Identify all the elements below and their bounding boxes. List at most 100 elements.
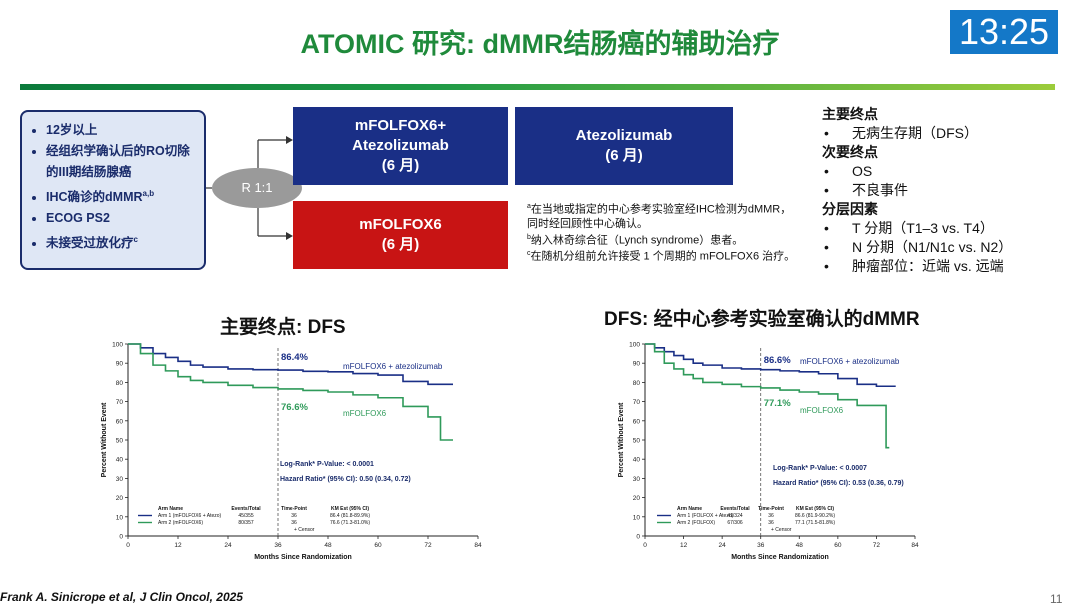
hazard-ratio: Hazard Ratio* (95% CI): 0.53 (0.36, 0.79…	[773, 480, 904, 487]
plot1-title: 主要终点: DFS	[220, 317, 346, 338]
inclusion-criteria-box: 12岁以上 经组织学确认后的RO切除的III期结肠腺癌 IHC确诊的dMMRa,…	[20, 110, 206, 270]
y-tick-label: 90	[633, 361, 641, 368]
arm2-line2: (6 月)	[381, 236, 420, 253]
series-label-arm2: mFOLFOX6	[800, 406, 844, 415]
footnote: b纳入林奇综合征（Lynch syndrome）患者。	[527, 233, 744, 247]
series-label-arm1: mFOLFOX6 + atezolizumab	[800, 357, 900, 366]
y-tick-label: 40	[116, 457, 124, 464]
table-cell: 36	[291, 520, 297, 526]
secondary-endpoint-heading: 次要终点	[822, 144, 878, 160]
plot2-title: DFS: 经中心参考实验室确认的dMMR	[604, 309, 920, 330]
km-curve-arm1	[645, 343, 896, 388]
y-tick-label: 10	[116, 514, 124, 521]
km-estimate-label-arm2: 76.6%	[281, 402, 308, 413]
table-header: Events/Total	[231, 506, 261, 512]
km-plot-dfs-central: 0 10 20 30 40 50 60 70 80 90 100 0 12 24 36 48 60 72 84 Mon…	[618, 342, 919, 562]
x-tick-label: 24	[224, 542, 232, 549]
x-axis-label: Months Since Randomization	[254, 554, 352, 561]
km-curve-arm2	[128, 343, 453, 441]
randomization-ellipse: R 1:1	[212, 168, 302, 208]
table-cell: 86.4 (81.8-89.9%)	[330, 513, 370, 519]
table-cell: Arm 2 (FOLFOX)	[677, 520, 715, 526]
y-tick-label: 40	[633, 457, 641, 464]
x-tick-label: 0	[643, 542, 647, 549]
table-cell: 41/324	[727, 513, 743, 519]
endpoints-panel: 主要终点 无病生存期（DFS） 次要终点 OS 不良事件 分层因素 T 分期（T…	[822, 105, 1072, 276]
stratification-heading: 分层因素	[822, 201, 878, 217]
table-cell: Arm 1 (mFOLFOX6 + Atezo)	[158, 513, 222, 519]
y-tick-label: 100	[629, 342, 640, 349]
footnote: a在当地或指定的中心参考实验室经IHC检测为dMMR，同时经回顾性中心确认。	[527, 203, 792, 230]
title-divider	[20, 84, 1055, 90]
stratification-item: T 分期（T1–3 vs. T4）	[822, 219, 1072, 238]
table-cell: 76.6 (71.3-81.0%)	[330, 520, 370, 526]
km-estimate-label-arm1: 86.6%	[764, 355, 791, 366]
footnote-marker: c	[133, 235, 138, 245]
secondary-endpoint-item: OS	[822, 162, 1072, 181]
stratification-item: 肿瘤部位：近端 vs. 远端	[822, 257, 1072, 276]
primary-endpoint-item: 无病生存期（DFS）	[822, 124, 1072, 143]
y-tick-label: 50	[633, 438, 641, 445]
table-header: Time-Point	[758, 506, 784, 512]
table-cell: 67/306	[727, 520, 743, 526]
x-tick-label: 84	[911, 542, 919, 549]
table-cell: 36	[291, 513, 297, 519]
x-tick-label: 72	[424, 542, 432, 549]
table-header: Arm Name	[677, 506, 702, 512]
table-cell: 86.6 (81.9-90.2%)	[795, 513, 835, 519]
y-tick-label: 80	[633, 380, 641, 387]
y-tick-label: 100	[112, 342, 123, 349]
criteria-item: ECOG PS2	[46, 208, 198, 229]
y-tick-label: 30	[116, 476, 124, 483]
km-plot-dfs: 0 10 20 30 40 50 60 70 80 90 100 0 12 24 36 48 60 72 84 Mon…	[101, 342, 482, 562]
km-curve-arm2	[645, 343, 890, 449]
atezolizumab-box: Atezolizumab (6 月)	[515, 107, 733, 185]
table-cell: 36	[768, 513, 774, 519]
x-tick-label: 48	[324, 542, 332, 549]
x-tick-label: 60	[834, 542, 842, 549]
atezo-line1: Atezolizumab	[575, 127, 673, 144]
y-tick-label: 20	[633, 495, 641, 502]
x-tick-label: 36	[274, 542, 282, 549]
x-tick-label: 48	[796, 542, 804, 549]
y-tick-label: 90	[116, 361, 124, 368]
logrank-pvalue: Log-Rank* P-Value: < 0.0001	[280, 461, 374, 468]
logrank-pvalue: Log-Rank* P-Value: < 0.0007	[773, 465, 867, 472]
criteria-item: IHC确诊的dMMRa,b	[46, 183, 198, 208]
y-tick-label: 60	[116, 418, 124, 425]
table-header: Events/Total	[720, 506, 750, 512]
y-tick-label: 20	[116, 495, 124, 502]
censor-legend: + Censor	[771, 527, 792, 533]
table-cell: Arm 2 (mFOLFOX6)	[158, 520, 203, 526]
arm2-box: mFOLFOX6 (6 月)	[293, 201, 508, 269]
table-cell: 36	[768, 520, 774, 526]
table-header: KM Est (95% CI)	[331, 506, 369, 512]
km-estimate-label-arm2: 77.1%	[764, 398, 791, 409]
table-cell: 77.1 (71.5-81.8%)	[795, 520, 835, 526]
y-axis-label: Percent Without Event	[618, 402, 625, 477]
footnote-marker: a,b	[142, 189, 155, 198]
x-tick-label: 12	[174, 542, 182, 549]
hazard-ratio: Hazard Ratio* (95% CI): 0.50 (0.34, 0.72…	[280, 476, 411, 483]
km-curve-arm1	[128, 343, 453, 386]
x-tick-label: 0	[126, 542, 130, 549]
citation: Frank A. Sinicrope et al, J Clin Oncol, …	[0, 590, 243, 604]
footnote: c在随机分组前允许接受 1 个周期的 mFOLFOX6 治疗。	[527, 250, 796, 263]
criteria-item: 未接受过放化疗c	[46, 229, 198, 254]
slide-title: ATOMIC 研究: dMMR结肠癌的辅助治疗	[300, 29, 780, 59]
table-cell: 45/355	[238, 513, 254, 519]
y-tick-label: 10	[633, 514, 641, 521]
arm1-line3: (6 月)	[381, 157, 420, 174]
y-tick-label: 70	[633, 399, 641, 406]
table-header: Arm Name	[158, 506, 183, 512]
censor-legend: + Censor	[294, 527, 315, 533]
table-header: KM Est (95% CI)	[796, 506, 834, 512]
x-tick-label: 60	[374, 542, 382, 549]
arm1-line1: mFOLFOX6+	[354, 117, 447, 134]
primary-endpoint-heading: 主要终点	[822, 106, 878, 122]
stratification-item: N 分期（N1/N1c vs. N2）	[822, 238, 1072, 257]
x-tick-label: 24	[719, 542, 727, 549]
y-tick-label: 70	[116, 399, 124, 406]
x-axis-label: Months Since Randomization	[731, 554, 829, 561]
